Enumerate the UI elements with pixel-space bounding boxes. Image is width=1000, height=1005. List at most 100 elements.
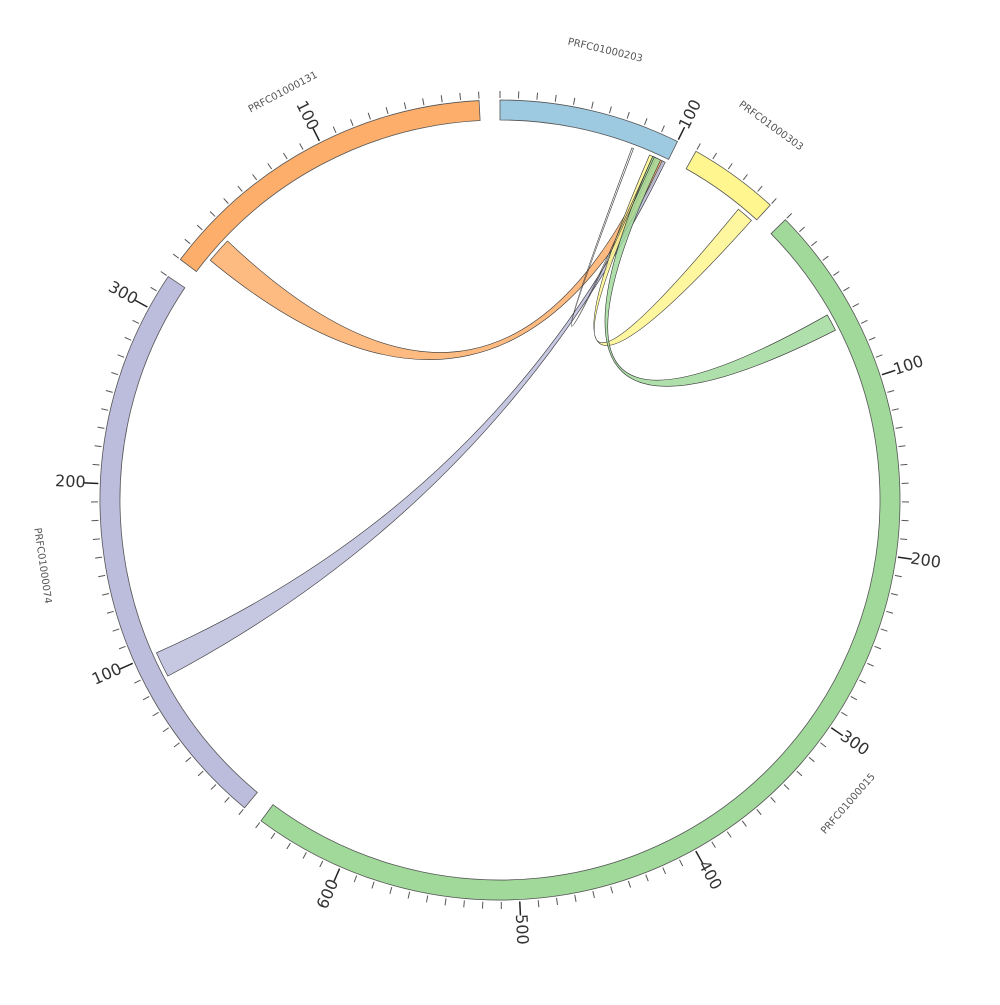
minor-tick-prfc01000074-270 — [118, 355, 125, 357]
minor-tick-prfc01000131-180 — [460, 93, 461, 100]
minor-tick-prfc01000074-80 — [143, 696, 149, 699]
minor-tick-prfc01000015-550 — [427, 895, 428, 902]
minor-tick-prfc01000074-10 — [225, 797, 230, 802]
minor-tick-prfc01000131-10 — [185, 239, 190, 243]
minor-tick-prfc01000015-350 — [771, 797, 776, 802]
minor-tick-prfc01000015-420 — [663, 868, 666, 874]
minor-tick-prfc01000015-190 — [900, 539, 907, 540]
minor-tick-prfc01000131-0 — [173, 254, 179, 258]
minor-tick-prfc01000131-50 — [238, 186, 242, 191]
minor-tick-prfc01000131-160 — [423, 98, 424, 105]
segment-label-prfc01000303: PRFC01000303 — [736, 99, 805, 153]
minor-tick-prfc01000303-20 — [728, 163, 732, 169]
minor-tick-prfc01000015-590 — [354, 876, 356, 883]
minor-tick-prfc01000074-320 — [161, 272, 167, 276]
minor-tick-prfc01000015-150 — [900, 464, 907, 465]
minor-tick-prfc01000074-20 — [211, 784, 216, 789]
minor-tick-prfc01000015-40 — [833, 272, 839, 276]
minor-tick-prfc01000131-90 — [300, 143, 303, 149]
minor-tick-prfc01000131-170 — [441, 95, 442, 102]
minor-tick-prfc01000015-410 — [679, 860, 682, 866]
minor-tick-prfc01000015-110 — [887, 391, 894, 393]
minor-tick-prfc01000074-250 — [106, 391, 113, 393]
minor-tick-prfc01000074-240 — [101, 409, 108, 411]
minor-tick-prfc01000015-30 — [823, 256, 829, 260]
minor-tick-prfc01000074-40 — [186, 757, 191, 761]
segments-layer — [100, 100, 900, 900]
minor-tick-prfc01000015-260 — [867, 663, 873, 666]
minor-tick-prfc01000015-610 — [320, 861, 323, 867]
minor-tick-prfc01000015-560 — [408, 892, 410, 899]
minor-tick-prfc01000015-10 — [799, 227, 804, 232]
tick-label-prfc01000015-100: 100 — [891, 351, 926, 379]
minor-tick-prfc01000015-220 — [891, 593, 898, 595]
minor-tick-prfc01000015-630 — [287, 843, 291, 849]
minor-tick-prfc01000131-140 — [386, 107, 388, 114]
minor-tick-prfc01000074-280 — [125, 337, 131, 340]
minor-tick-prfc01000203-80 — [645, 118, 648, 125]
segment-label-prfc01000015: PRFC01000015 — [819, 772, 878, 837]
segment-label-prfc01000203: PRFC01000203 — [567, 37, 644, 65]
minor-tick-prfc01000131-60 — [253, 174, 257, 180]
minor-tick-prfc01000015-430 — [646, 875, 649, 882]
minor-tick-prfc01000131-150 — [404, 102, 406, 109]
minor-tick-prfc01000131-70 — [268, 163, 272, 169]
minor-tick-prfc01000203-40 — [573, 98, 574, 105]
minor-tick-prfc01000015-380 — [727, 832, 731, 838]
minor-tick-prfc01000074-260 — [111, 373, 118, 375]
minor-tick-prfc01000015-620 — [303, 852, 306, 858]
minor-tick-prfc01000015-440 — [628, 881, 630, 888]
minor-tick-prfc01000015-330 — [797, 771, 802, 776]
minor-tick-prfc01000015-210 — [895, 575, 902, 576]
minor-tick-prfc01000074-310 — [151, 287, 157, 291]
minor-tick-prfc01000015-650 — [256, 822, 260, 828]
minor-tick-prfc01000074-150 — [98, 575, 105, 576]
minor-tick-prfc01000015-60 — [853, 304, 859, 307]
minor-tick-prfc01000074-50 — [174, 743, 180, 747]
tick-label-prfc01000074-200: 200 — [55, 471, 86, 491]
minor-tick-prfc01000015-120 — [892, 409, 899, 411]
minor-tick-prfc01000303-50 — [772, 198, 777, 203]
minor-tick-prfc01000074-90 — [134, 680, 140, 683]
minor-tick-prfc01000015-230 — [886, 611, 893, 613]
minor-tick-prfc01000015-460 — [593, 891, 595, 898]
minor-tick-prfc01000015-340 — [784, 784, 789, 789]
tick-label-prfc01000015-500: 500 — [512, 914, 532, 945]
minor-tick-prfc01000303-40 — [758, 186, 762, 191]
minor-tick-prfc01000303-30 — [743, 174, 747, 180]
minor-tick-prfc01000203-30 — [555, 95, 556, 102]
minor-tick-prfc01000074-0 — [239, 809, 243, 814]
link-prfc01000015-to-prfc01000203-3 — [605, 156, 836, 386]
tick-label-prfc01000015-200: 200 — [909, 549, 942, 572]
tick-label-prfc01000015-600: 600 — [313, 876, 343, 912]
minor-tick-prfc01000074-290 — [133, 320, 139, 323]
minor-tick-prfc01000015-370 — [742, 821, 746, 827]
minor-tick-prfc01000131-130 — [368, 113, 370, 120]
minor-tick-prfc01000015-270 — [859, 680, 865, 683]
minor-tick-prfc01000074-60 — [163, 728, 169, 732]
minor-tick-prfc01000015-50 — [843, 287, 849, 291]
minor-tick-prfc01000074-220 — [95, 446, 102, 447]
minor-tick-prfc01000074-140 — [102, 593, 109, 595]
minor-tick-prfc01000131-110 — [333, 127, 336, 133]
minor-tick-prfc01000131-120 — [351, 119, 354, 126]
segment-prfc01000015 — [261, 220, 900, 900]
minor-tick-prfc01000015-240 — [881, 629, 888, 631]
minor-tick-prfc01000131-40 — [224, 198, 229, 203]
minor-tick-prfc01000074-160 — [95, 557, 102, 558]
segment-label-prfc01000074: PRFC01000074 — [31, 527, 53, 604]
minor-tick-prfc01000203-60 — [609, 106, 611, 113]
major-tick-prfc01000074-100 — [120, 663, 133, 669]
minor-tick-prfc01000015-130 — [896, 427, 903, 428]
minor-tick-prfc01000303-0 — [697, 143, 700, 149]
minor-tick-prfc01000015-250 — [874, 646, 881, 649]
minor-tick-prfc01000015-490 — [538, 900, 539, 907]
segment-prfc01000303 — [686, 151, 770, 220]
minor-tick-prfc01000015-360 — [757, 809, 761, 814]
minor-tick-prfc01000074-70 — [153, 712, 159, 716]
minor-tick-prfc01000015-310 — [820, 743, 826, 747]
tick-label-prfc01000203-100: 100 — [675, 96, 706, 132]
tick-label-prfc01000074-300: 300 — [105, 277, 141, 308]
tick-label-prfc01000074-100: 100 — [89, 659, 125, 689]
minor-tick-prfc01000015-390 — [712, 842, 716, 848]
